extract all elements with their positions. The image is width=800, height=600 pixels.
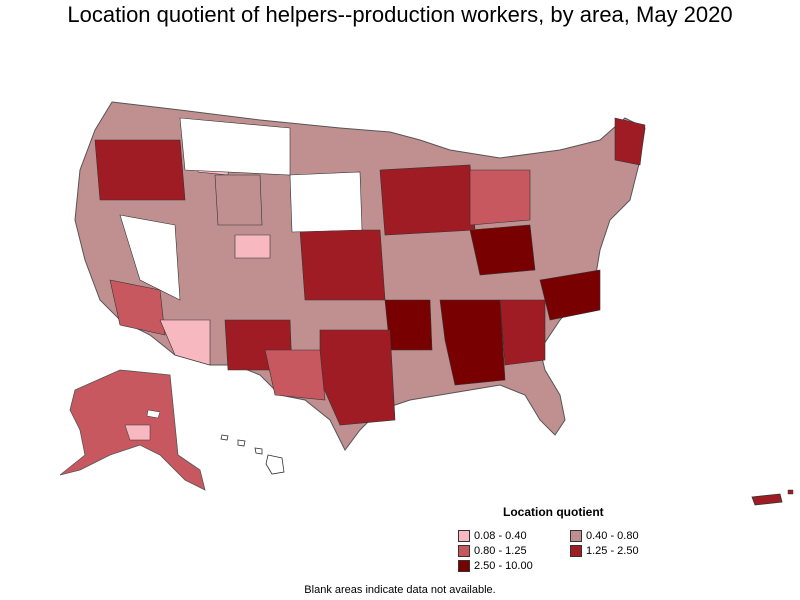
- region-southeast: [499, 299, 546, 366]
- region-nevada-blank: [119, 214, 181, 301]
- legend-label: 2.50 - 10.00: [474, 560, 533, 572]
- region-ohio-valley: [469, 224, 536, 276]
- region-pacific-nw: [94, 139, 186, 201]
- legend-swatch: [458, 545, 470, 557]
- region-plains: [299, 229, 386, 301]
- region-arkansas: [384, 299, 433, 351]
- legend-item-highest: 2.50 - 10.00: [458, 560, 533, 572]
- region-dakotas-blank: [289, 171, 363, 233]
- legend-title: Location quotient: [503, 505, 604, 519]
- region-midwest: [379, 164, 476, 236]
- legend-swatch: [570, 530, 582, 542]
- legend-item-low: 0.40 - 0.80: [570, 530, 639, 542]
- legend-label: 0.80 - 1.25: [474, 545, 527, 557]
- region-arizona: [159, 319, 211, 366]
- us-virgin-island: [787, 489, 794, 495]
- map-title: Location quotient of helpers--production…: [67, 2, 733, 27]
- legend-label: 0.08 - 0.40: [474, 530, 527, 542]
- legend-item-lowest: 0.08 - 0.40: [458, 530, 527, 542]
- legend-label: 0.40 - 0.80: [586, 530, 639, 542]
- legend-swatch: [570, 545, 582, 557]
- region-wyoming: [214, 174, 263, 226]
- region-deep-south: [439, 299, 506, 386]
- region-maine: [614, 117, 646, 166]
- region-california-south: [109, 279, 166, 336]
- legend-swatch: [458, 560, 470, 572]
- region-colorado-light: [234, 234, 271, 259]
- footnote: Blank areas indicate data not available.: [304, 584, 496, 596]
- region-great-lakes: [469, 169, 531, 226]
- region-montana-blank: [179, 117, 291, 176]
- legend-item-high: 1.25 - 2.50: [570, 545, 639, 557]
- puerto-rico-shape: [751, 493, 783, 506]
- legend-label: 1.25 - 2.50: [586, 545, 639, 557]
- region-carolinas: [539, 269, 601, 321]
- legend-swatch: [458, 530, 470, 542]
- alaska-south-region: [124, 424, 151, 441]
- region-west-texas: [264, 349, 326, 401]
- hawaii-islands: [220, 434, 285, 475]
- alaska-island: [146, 409, 161, 419]
- legend-item-mid: 0.80 - 1.25: [458, 545, 527, 557]
